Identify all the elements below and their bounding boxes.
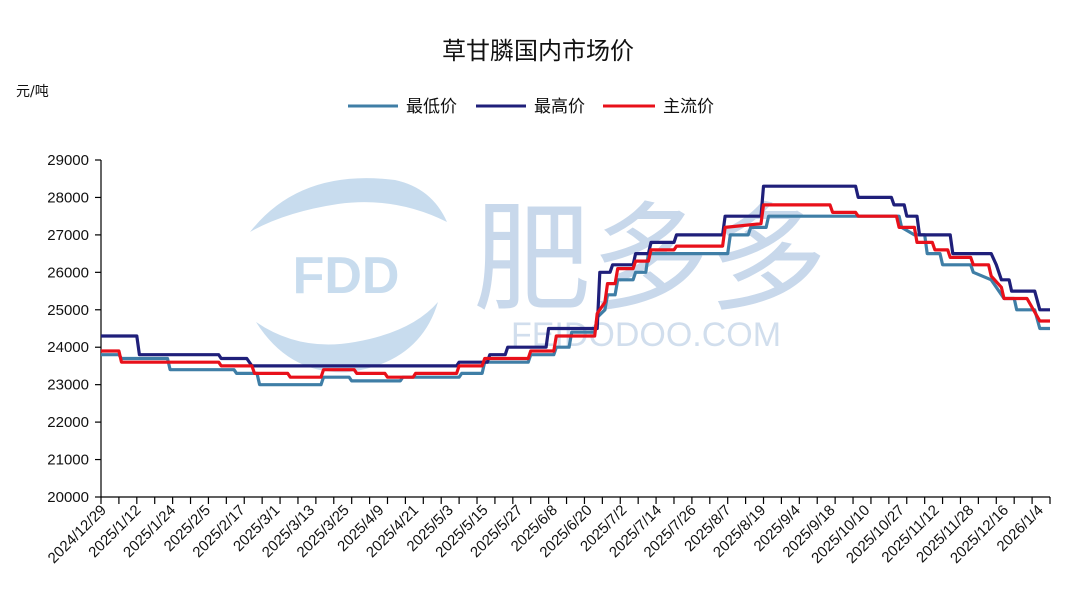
watermark-site: FEIDODOO.COM [511,316,781,354]
y-tick-label: 28000 [47,189,89,206]
legend-label-min: 最低价 [406,97,457,117]
y-tick-label: 21000 [47,452,89,469]
y-tick-label: 24000 [47,339,89,356]
y-tick-label: 20000 [47,489,89,506]
legend-item-max: 最高价 [476,97,585,117]
watermark-logo-text: FDD [293,247,400,305]
y-tick-label: 26000 [47,264,89,281]
series-line-main [101,203,1050,379]
legend-label-main: 主流价 [663,97,714,117]
legend: 最低价 最高价 主流价 [348,97,714,117]
y-tick-label: 27000 [47,227,89,244]
series-line-max [101,184,1050,368]
axes [100,160,1051,504]
series-layer [101,184,1050,387]
x-axis-ticks: 2024/12/292025/1/122025/1/242025/2/52025… [45,502,1047,567]
unit-label: 元/吨 [16,84,49,100]
fdd-logo: FDD [247,167,447,375]
chart-title: 草甘膦国内市场价 [442,37,634,65]
y-tick-label: 25000 [47,302,89,319]
watermark: FDD 肥多多 FEIDODOO.COM [247,167,827,375]
legend-item-main: 主流价 [603,97,714,117]
legend-item-min: 最低价 [348,97,457,117]
y-tick-label: 23000 [47,377,89,394]
legend-label-max: 最高价 [534,97,585,117]
y-tick-label: 22000 [47,414,89,431]
y-axis-ticks: 20000 21000 22000 23000 24000 25000 26000 27000… [47,152,101,506]
y-tick-label: 29000 [47,152,89,169]
